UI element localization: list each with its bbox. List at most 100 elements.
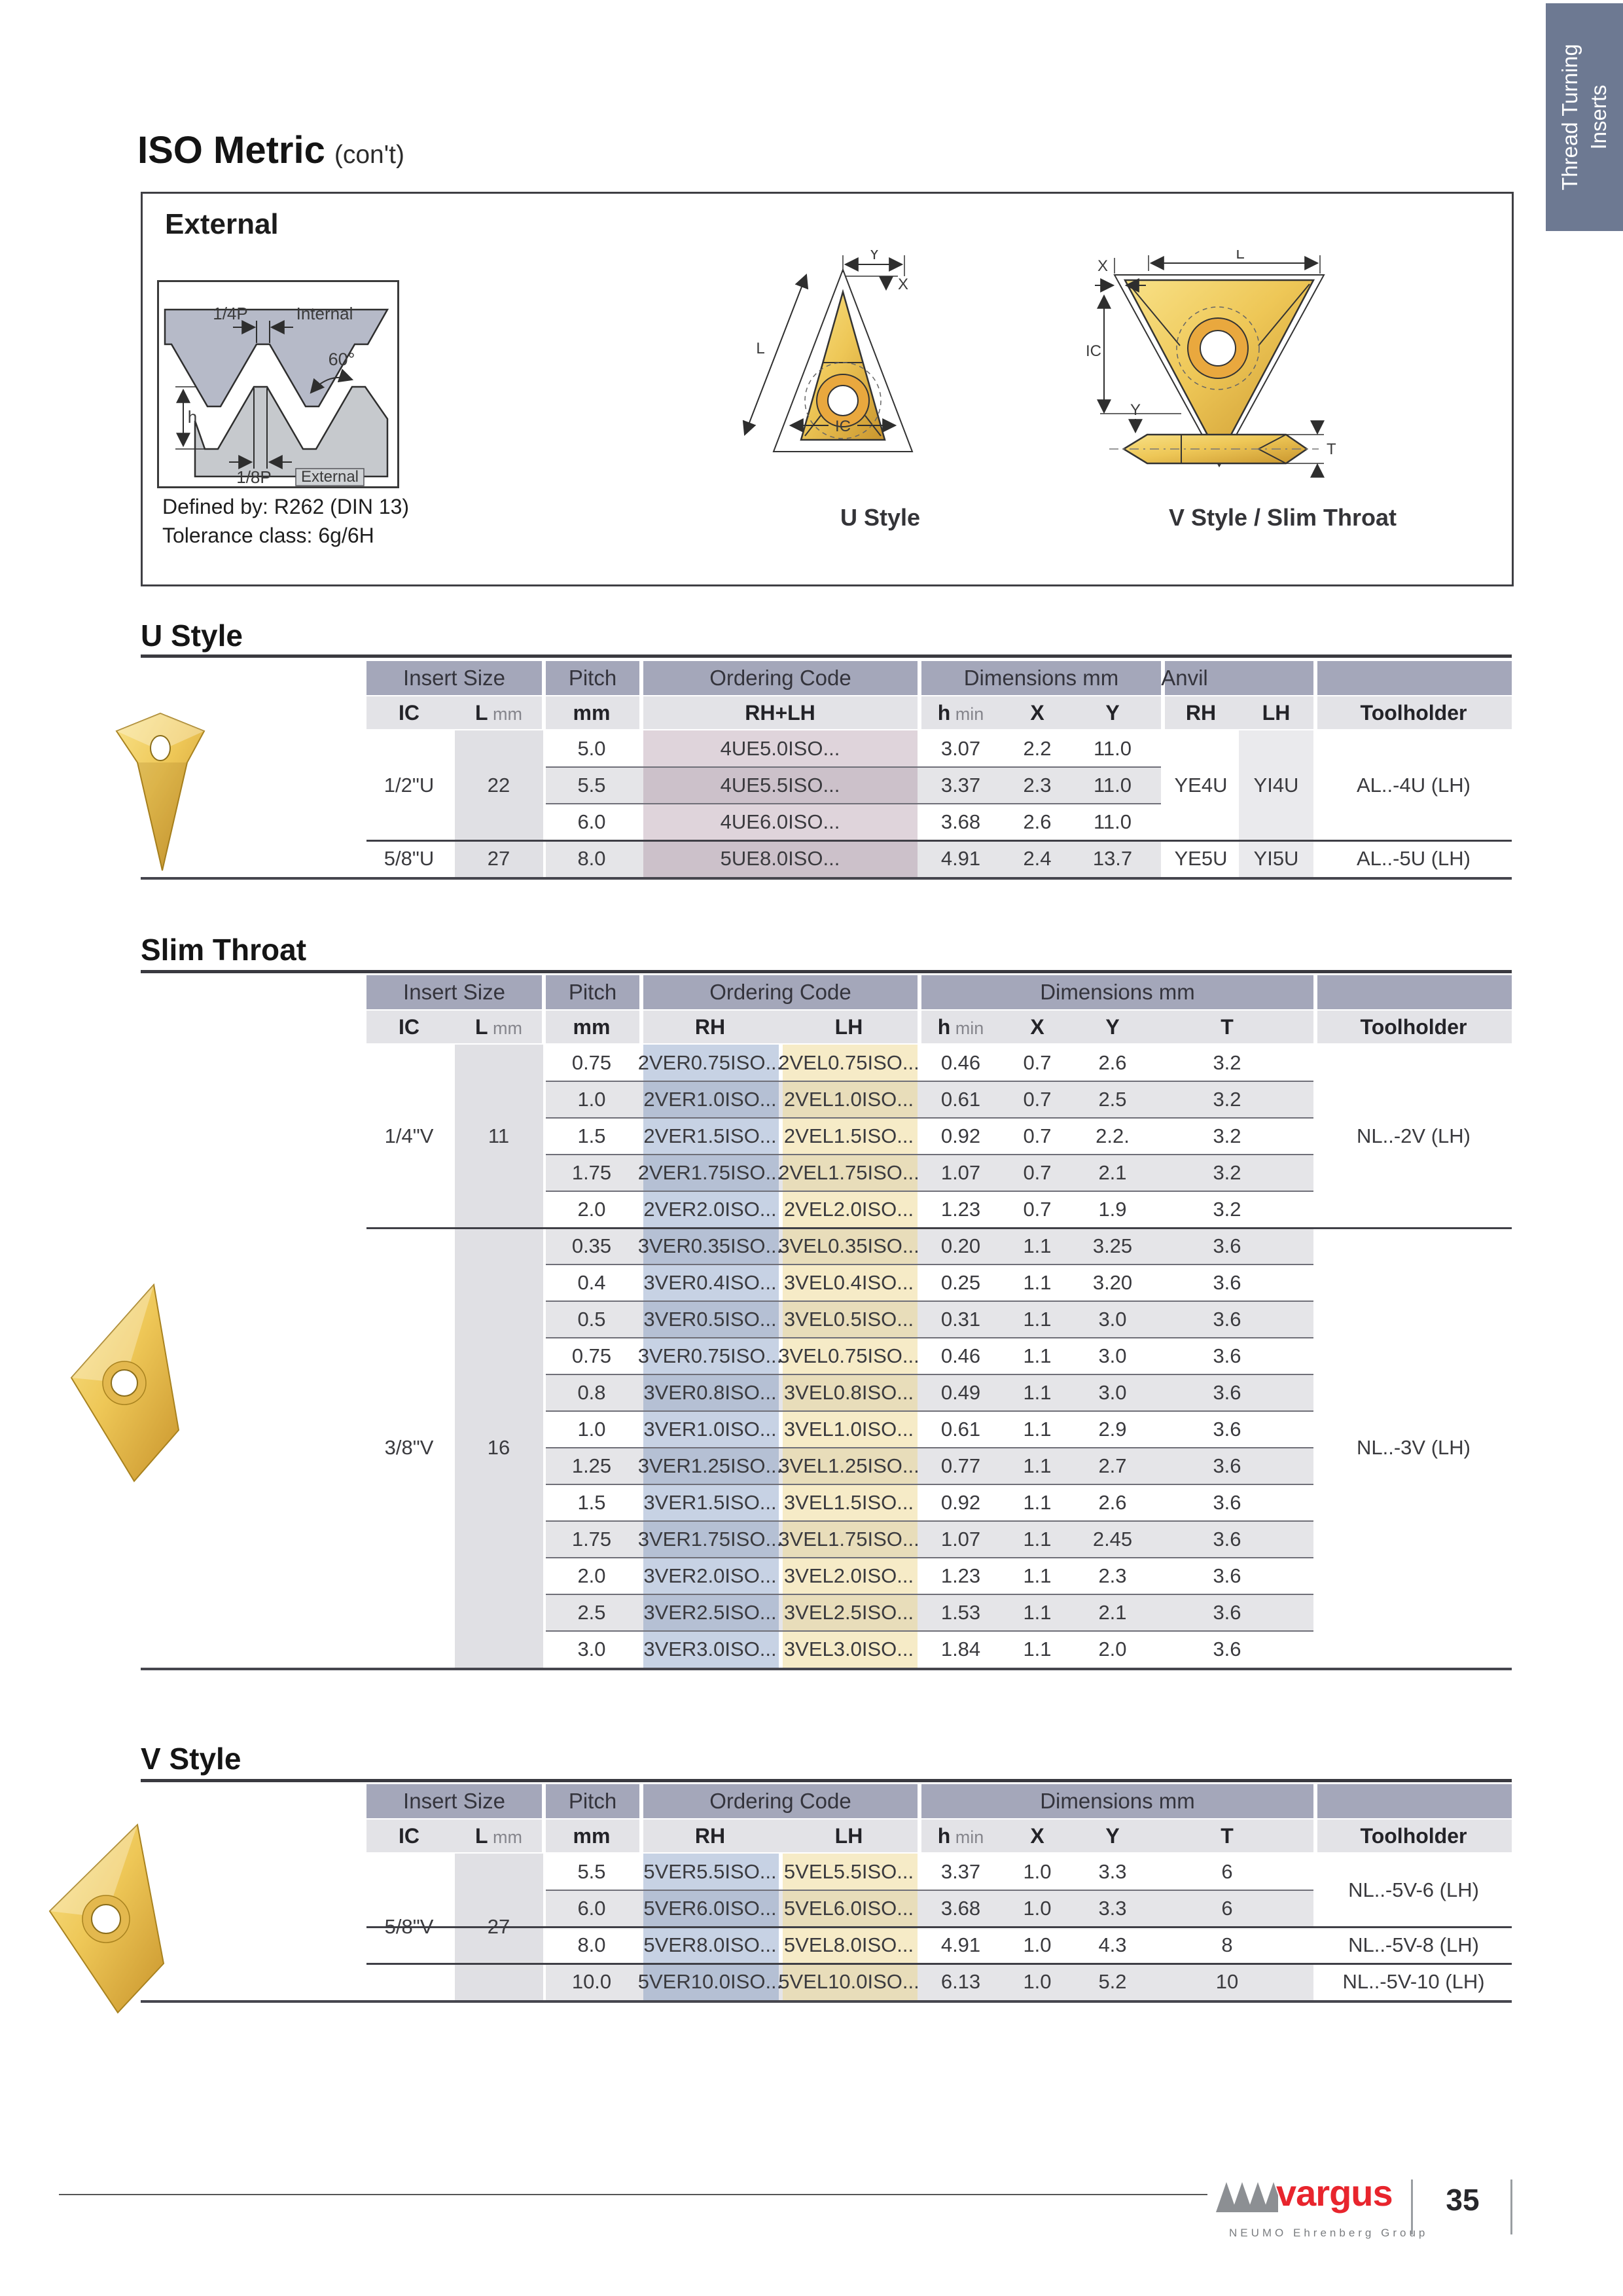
table-cell: 3.0 (1098, 1381, 1127, 1404)
row-separator (546, 766, 1161, 768)
table-cell: 8.0 (577, 847, 606, 870)
header-subrow-bg (921, 696, 1161, 729)
table-cell: 5VEL6.0ISO... (783, 1897, 914, 1920)
row-separator (546, 1264, 1313, 1265)
table-cell: 3.6 (1213, 1271, 1241, 1294)
table-cell: 3VER0.35ISO... (637, 1234, 783, 1257)
header-subrow-bg (366, 1011, 542, 1043)
column-header: RH (1185, 701, 1217, 725)
v-style-diagram: L X IC Y T (1086, 250, 1336, 478)
table-cell: 2.4 (1023, 847, 1052, 870)
row-separator (546, 1337, 1313, 1338)
insert-size-cell: 3/8"V (384, 1436, 434, 1459)
table-cell: 3.6 (1213, 1234, 1241, 1257)
table-cell: 8 (1221, 1933, 1233, 1956)
insert-photo-v-style (48, 1823, 165, 2014)
table-cell: 1.1 (1023, 1418, 1052, 1441)
column-header: Toolholder (1360, 701, 1467, 725)
column-header: Toolholder (1360, 1015, 1467, 1039)
header-group-bg (921, 975, 1313, 1009)
label-eighth-pitch: 1/8P (236, 467, 272, 487)
section-rule (141, 655, 1512, 658)
table-cell: 2VEL1.75ISO... (778, 1161, 919, 1184)
table-cell: 1.0 (1023, 1860, 1052, 1883)
table-cell: 3VER0.8ISO... (643, 1381, 777, 1404)
header-subrow-bg (1317, 1820, 1512, 1852)
tolerance-note: Tolerance class: 6g/6H (162, 524, 374, 547)
anvil-cell: YI4U (1253, 774, 1299, 797)
u-style-caption: U Style (840, 504, 921, 531)
header-group-bg (643, 661, 918, 695)
table-cell: 0.92 (940, 1491, 981, 1514)
table-cell: 5UE8.0ISO... (720, 847, 840, 870)
table-cell: 3VEL2.0ISO... (783, 1564, 914, 1587)
table-cell: 5VER6.0ISO... (643, 1897, 777, 1920)
table-cell: 1.1 (1023, 1638, 1052, 1660)
section-rule (141, 1779, 1512, 1782)
header-subrow-bg (1317, 696, 1512, 729)
table-cell: 1.75 (571, 1161, 612, 1184)
anvil-cell: YI5U (1253, 847, 1299, 870)
header-group-label: Dimensions mm (963, 666, 1119, 690)
header-group-bg (366, 975, 542, 1009)
table-cell: 3.3 (1098, 1860, 1127, 1883)
table-cell: 0.49 (940, 1381, 981, 1404)
column-header: RH (694, 1824, 726, 1848)
table-heading: U Style (141, 619, 243, 653)
header-subrow-bg (643, 696, 918, 729)
header-subrow-bg (546, 1820, 639, 1852)
row-band (546, 1155, 1313, 1191)
header-group-label: Insert Size (403, 666, 505, 690)
header-group-label: Insert Size (403, 980, 505, 1004)
header-group-label: Pitch (568, 980, 617, 1004)
row-separator (546, 1154, 1313, 1155)
table-bottom-rule (141, 877, 1512, 880)
column-header: T (1221, 1015, 1234, 1039)
row-band (546, 1890, 1313, 1927)
table-cell: 1.84 (940, 1638, 981, 1660)
table-cell: 5VEL8.0ISO... (783, 1933, 914, 1956)
footer-divider (1411, 2179, 1413, 2234)
table-cell: 2.6 (1098, 1491, 1127, 1514)
header-group-bg (366, 1784, 542, 1818)
column-stripe (1239, 730, 1313, 877)
table-cell: 3.68 (940, 810, 981, 833)
table-cell: 0.35 (571, 1234, 612, 1257)
toolholder-cell: AL..-5U (LH) (1357, 847, 1471, 870)
toolholder-cell: NL..-2V (LH) (1357, 1124, 1471, 1147)
table-cell: 2.1 (1098, 1161, 1127, 1184)
table-cell: 13.7 (1092, 847, 1133, 870)
column-header: IC (399, 701, 419, 725)
dim-ic-label: IC (1086, 342, 1101, 360)
table-cell: 1.0 (577, 1418, 606, 1441)
page-title: ISO Metric (con't) (137, 128, 404, 172)
table-cell: 3VEL0.35ISO... (778, 1234, 919, 1257)
table-cell: 3VEL0.5ISO... (783, 1308, 914, 1331)
insert-size-cell: 5/8"U (383, 847, 435, 870)
v-style-caption: V Style / Slim Throat (1168, 504, 1397, 531)
table-cell: 4.91 (940, 1933, 981, 1956)
table-cell: 0.75 (571, 1051, 612, 1074)
table-cell: 2.2 (1023, 737, 1052, 760)
column-header: X (1030, 1824, 1044, 1848)
table-cell: 3.6 (1213, 1308, 1241, 1331)
insert-size-cell: 27 (487, 1915, 510, 1938)
anvil-cell: YE5U (1174, 847, 1228, 870)
table-cell: 0.46 (940, 1051, 981, 1074)
table-cell: 3VER0.5ISO... (643, 1308, 777, 1331)
column-header: mm (573, 1015, 611, 1039)
column-header: IC (399, 1824, 419, 1848)
section-tab-thread-turning-inserts[interactable]: Thread Turning Inserts (1546, 3, 1623, 231)
table-cell: 3.6 (1213, 1638, 1241, 1660)
table-cell: 3.6 (1213, 1418, 1241, 1441)
table-cell: 4UE5.0ISO... (720, 737, 840, 760)
table-cell: 1.07 (940, 1161, 981, 1184)
column-header: RH (694, 1015, 726, 1039)
table-cell: 1.0 (1023, 1970, 1052, 1993)
table-cell: 3.6 (1213, 1381, 1241, 1404)
insert-size-cell: 16 (487, 1436, 510, 1459)
header-group-bg (643, 1784, 918, 1818)
column-header: IC (399, 1015, 419, 1039)
row-band (546, 767, 1161, 804)
column-stripe (643, 1045, 779, 1668)
